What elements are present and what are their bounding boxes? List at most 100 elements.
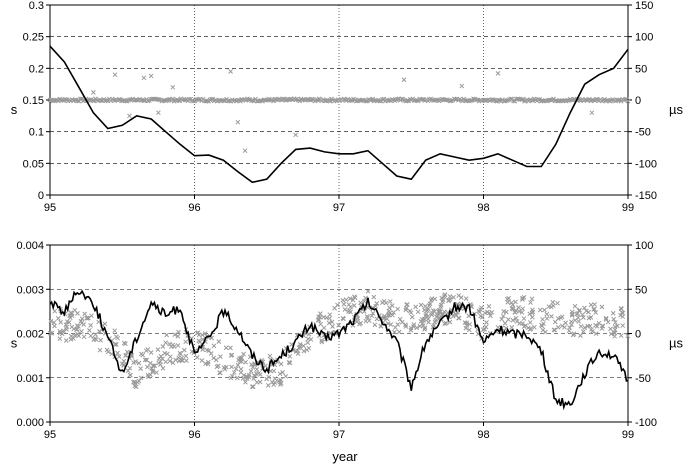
y-left-tick-label: 0.15 [23, 95, 44, 107]
scatter-point [576, 319, 582, 324]
scatter-point [75, 331, 81, 337]
scatter-point [75, 311, 80, 316]
scatter-point [196, 97, 202, 102]
scatter-point [555, 300, 560, 306]
scatter-point [513, 315, 519, 321]
scatter-point [177, 350, 183, 356]
scatter-point [577, 97, 583, 103]
scatter-point [571, 331, 577, 337]
scatter-point [417, 323, 423, 329]
y-left-tick-label: 0.05 [23, 158, 44, 170]
scatter-point [504, 296, 510, 302]
scatter-point [459, 83, 465, 89]
scatter-point [521, 324, 527, 329]
scatter-point [608, 331, 614, 337]
y-left-axis-label: s [11, 336, 18, 351]
scatter-point [98, 337, 104, 343]
scatter-point [348, 98, 354, 103]
scatter-point [520, 96, 526, 102]
scatter-point [229, 352, 235, 358]
scatter-point [51, 320, 57, 326]
scatter-point [149, 365, 154, 371]
y-left-tick-label: 0 [38, 190, 44, 202]
scatter-point [501, 313, 506, 319]
scatter-point [596, 320, 602, 326]
scatter-point [366, 318, 372, 324]
scatter-point [218, 354, 223, 359]
scatter-point [540, 316, 545, 322]
scatter-point [391, 310, 396, 315]
scatter-point [582, 325, 588, 330]
scatter-point [604, 97, 610, 103]
y-left-tick-label: 0.000 [16, 417, 44, 429]
scatter-point [113, 342, 119, 347]
scatter-point [468, 98, 474, 103]
scatter-point [531, 324, 537, 330]
scatter-point [387, 299, 393, 304]
scatter-point [144, 357, 150, 363]
scatter-point [360, 97, 366, 103]
scatter-point [369, 313, 375, 319]
scatter-point [588, 302, 594, 308]
scatter-point [246, 97, 251, 102]
scatter-point [317, 311, 323, 316]
scatter-point [364, 314, 370, 319]
scatter-point [127, 113, 132, 119]
scatter-point [173, 357, 178, 363]
scatter-point [233, 366, 239, 372]
y-right-tick-label: 100 [635, 32, 653, 44]
scatter-point [243, 359, 248, 365]
scatter-point [382, 313, 387, 319]
scatter-point [336, 322, 342, 328]
scatter-point [542, 307, 547, 313]
scatter-point [264, 97, 269, 103]
scatter-point [620, 323, 626, 328]
scatter-point [414, 325, 420, 331]
scatter-point [433, 97, 439, 103]
scatter-point [316, 317, 322, 323]
scatter-point [276, 96, 282, 102]
scatter-point [330, 324, 335, 329]
scatter-point [138, 366, 144, 371]
scatter-point [251, 373, 257, 378]
scatter-point [592, 302, 597, 307]
scatter-point [91, 337, 97, 342]
scatter-point [105, 349, 111, 355]
scatter-point [612, 324, 618, 330]
scatter-point [528, 300, 533, 305]
scatter-point [363, 318, 369, 324]
scatter-point [180, 358, 185, 363]
scatter-point [223, 345, 229, 351]
scatter-point [244, 376, 250, 381]
scatter-point [97, 97, 103, 103]
y-left-tick-label: 0.002 [16, 329, 44, 341]
scatter-point [158, 353, 164, 359]
scatter-point [463, 296, 469, 302]
scatter-point [217, 370, 222, 376]
x-tick-label: 96 [188, 429, 200, 441]
scatter-point [257, 379, 263, 385]
scatter-point [133, 359, 138, 364]
scatter-point [248, 368, 254, 374]
scatter-point [98, 98, 104, 103]
scatter-point [346, 302, 352, 307]
scatter-point [488, 313, 493, 319]
scatter-point [591, 306, 597, 312]
y-left-tick-label: 0.001 [16, 373, 44, 385]
scatter-point [319, 339, 325, 345]
x-tick-label: 96 [188, 202, 200, 214]
scatter-point [486, 303, 492, 309]
scatter-point [63, 338, 69, 343]
scatter-point [495, 71, 501, 76]
scatter-point [548, 97, 554, 103]
scatter-point [387, 305, 392, 311]
scatter-point [395, 96, 400, 102]
scatter-point [588, 327, 594, 332]
scatter-point [353, 98, 359, 104]
scatter-point [157, 359, 163, 365]
scatter-point [78, 318, 84, 324]
scatter-point [75, 98, 80, 104]
scatter-point [249, 384, 255, 389]
scatter-point [521, 294, 527, 300]
